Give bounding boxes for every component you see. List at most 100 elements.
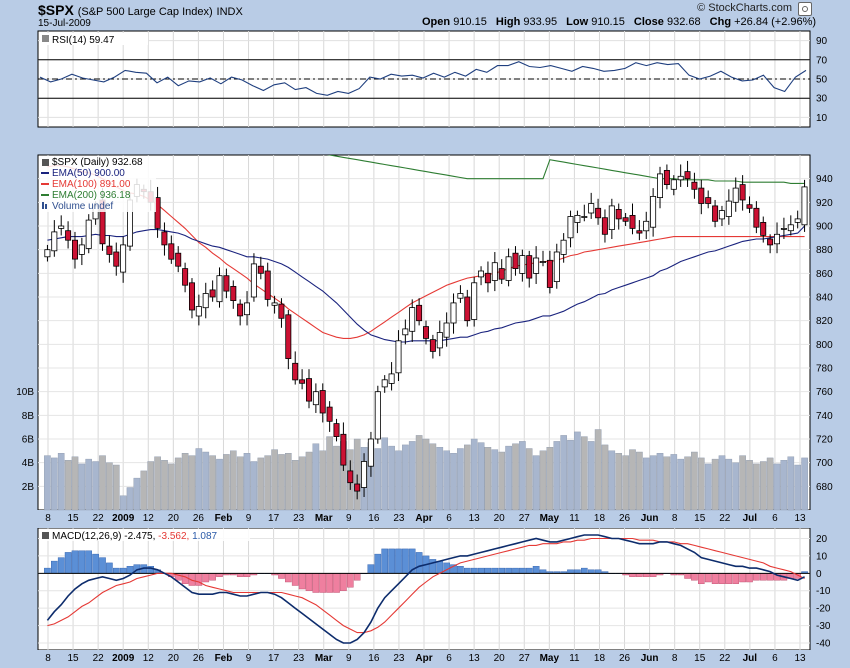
price-legend-bg: [40, 156, 156, 212]
x-axis-label: 18: [594, 513, 606, 524]
volume-bar: [209, 455, 216, 511]
candle-body: [705, 197, 712, 204]
volume-bar: [51, 457, 58, 511]
macd-hist-bar: [594, 569, 602, 574]
volume-bar: [560, 435, 567, 511]
watermark: © StockCharts.com: [697, 2, 792, 14]
candle-body: [367, 438, 374, 467]
candle-body: [257, 265, 264, 274]
x-axis-label: 20: [168, 653, 180, 664]
x-axis-label: Jun: [641, 513, 659, 524]
volume-bar: [760, 461, 767, 511]
candle-body: [72, 239, 79, 260]
macd-hist-bar: [539, 569, 547, 574]
volume-bar: [291, 460, 299, 511]
candle-body: [223, 275, 230, 292]
macd-hist-bar: [312, 573, 320, 593]
volume-bar: [581, 436, 588, 511]
volume-bar: [147, 461, 155, 511]
x-axis-label: Mar: [315, 513, 333, 524]
volume-bar: [787, 456, 795, 511]
volume-bar: [780, 460, 788, 511]
candle-body: [588, 203, 595, 214]
candle-body: [526, 255, 533, 279]
x-axis-label: Jun: [641, 653, 659, 664]
candle-body: [51, 231, 58, 252]
volume-bar: [698, 457, 705, 511]
candle-body: [292, 362, 299, 381]
x-axis-label: 26: [193, 653, 205, 664]
candle-body: [691, 181, 698, 190]
x-axis-label: 9: [346, 653, 352, 664]
camera-icon[interactable]: [798, 2, 812, 16]
volume-bar: [106, 462, 113, 511]
macd-hist-bar: [698, 573, 705, 584]
candle-body: [188, 282, 195, 311]
chart-date: 15-Jul-2009: [38, 18, 91, 29]
macd-hist-bar: [567, 569, 574, 574]
macd-line: [46, 534, 805, 644]
candle-body: [422, 326, 429, 339]
volume-bar: [519, 441, 526, 511]
volume-bar: [615, 453, 622, 511]
volume-bar: [408, 441, 416, 511]
x-axis-label: 12: [143, 513, 155, 524]
candle-body: [340, 433, 347, 466]
volume-bar: [464, 444, 471, 511]
volume-bar: [64, 460, 72, 511]
macd-hist-bar: [760, 573, 767, 581]
macd-hist-bar: [298, 573, 306, 590]
volume-bar: [161, 460, 168, 511]
candle-body: [746, 204, 753, 209]
open-label: Open: [422, 16, 451, 28]
volume-bar: [649, 455, 657, 511]
candle-body: [512, 252, 519, 269]
volume-bar: [395, 450, 402, 511]
x-axis-label: 27: [519, 653, 531, 664]
candle-body: [278, 303, 285, 319]
macd-hist-bar: [51, 560, 58, 574]
macd-title-part: -3.562,: [158, 531, 192, 542]
rsi-line: [39, 61, 807, 96]
ticker-symbol: $SPX: [38, 2, 74, 18]
macd-hist-bar: [236, 573, 244, 577]
volume-bar: [57, 453, 65, 511]
macd-hist-bar: [126, 566, 134, 574]
macd-tick-label: 0: [816, 569, 822, 580]
macd-hist-bar: [112, 567, 120, 574]
volume-tick-label: 6B: [22, 435, 35, 446]
rsi-tick-label: 10: [816, 113, 828, 124]
candle-body: [608, 205, 615, 230]
macd-hist-bar: [684, 573, 691, 579]
macd-hist-bar: [326, 573, 333, 593]
x-axis-label: 2009: [112, 513, 135, 524]
candle-body: [333, 423, 340, 438]
volume-bar: [753, 463, 760, 511]
macd-hist-bar: [505, 567, 512, 574]
candle-body: [491, 262, 498, 281]
volume-bar: [85, 458, 92, 511]
x-axis-label: 6: [772, 653, 778, 664]
volume-bar: [167, 463, 175, 511]
candle-body: [44, 249, 51, 258]
x-axis-label: 15: [694, 653, 706, 664]
volume-bar: [477, 442, 485, 511]
x-axis-label: 2009: [112, 653, 135, 664]
volume-bar: [298, 456, 306, 511]
candle-body: [464, 296, 471, 322]
x-axis-label: 13: [469, 653, 481, 664]
candle-body: [643, 220, 650, 232]
candle-body: [182, 268, 189, 286]
macd-hist-bar: [402, 548, 409, 574]
macd-hist-bar: [704, 573, 712, 583]
macd-hist-bar: [278, 573, 285, 579]
macd-title-part: 1.087: [192, 531, 217, 542]
x-axis-label: 16: [368, 653, 380, 664]
volume-bar: [567, 440, 574, 511]
volume-bar: [718, 455, 726, 511]
price-tick-label: 720: [816, 435, 833, 446]
macd-hist-bar: [367, 564, 375, 574]
x-axis-label: 22: [719, 653, 731, 664]
volume-bar: [436, 447, 444, 511]
volume-bar: [732, 462, 739, 511]
